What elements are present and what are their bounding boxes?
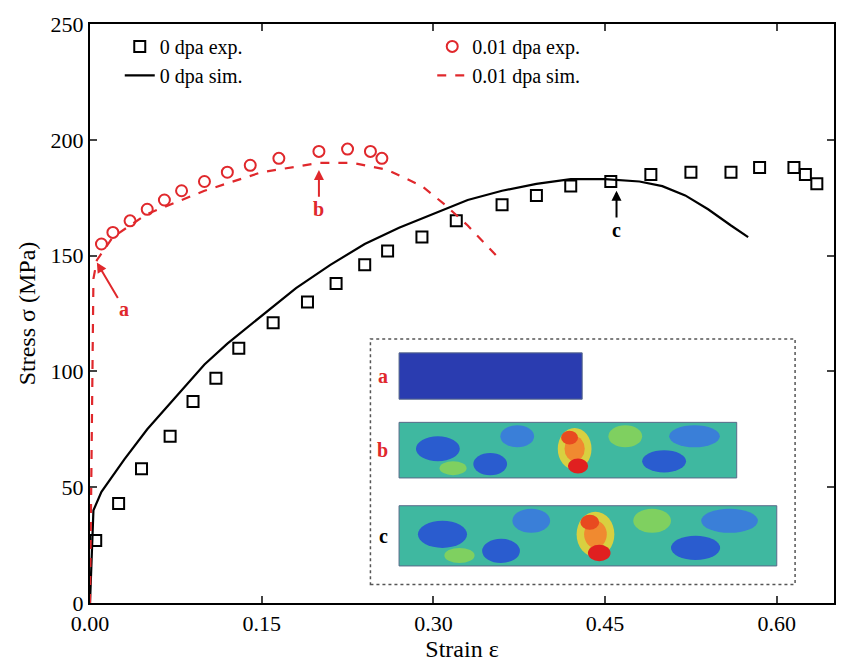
svg-text:0: 0 [73, 591, 84, 616]
svg-text:c: c [612, 219, 621, 241]
svg-text:0.15: 0.15 [242, 611, 281, 636]
svg-text:100: 100 [51, 359, 84, 384]
svg-text:0.00: 0.00 [71, 611, 110, 636]
svg-text:50: 50 [62, 475, 84, 500]
svg-text:0 dpa sim.: 0 dpa sim. [160, 65, 243, 88]
svg-text:Stress σ (MPa): Stress σ (MPa) [14, 242, 40, 386]
svg-text:200: 200 [51, 128, 84, 153]
svg-text:a: a [378, 365, 388, 387]
svg-text:a: a [119, 298, 129, 320]
svg-text:c: c [379, 525, 388, 547]
svg-text:150: 150 [51, 243, 84, 268]
svg-text:0.01 dpa sim.: 0.01 dpa sim. [472, 65, 580, 88]
svg-text:b: b [313, 198, 324, 220]
svg-text:b: b [377, 439, 388, 461]
svg-text:0.30: 0.30 [414, 611, 453, 636]
svg-text:0.60: 0.60 [758, 611, 797, 636]
svg-text:250: 250 [51, 12, 84, 37]
svg-text:Strain ε: Strain ε [425, 636, 498, 662]
svg-text:0 dpa exp.: 0 dpa exp. [160, 36, 243, 59]
svg-text:0.45: 0.45 [586, 611, 625, 636]
svg-text:0.01 dpa exp.: 0.01 dpa exp. [472, 36, 580, 59]
